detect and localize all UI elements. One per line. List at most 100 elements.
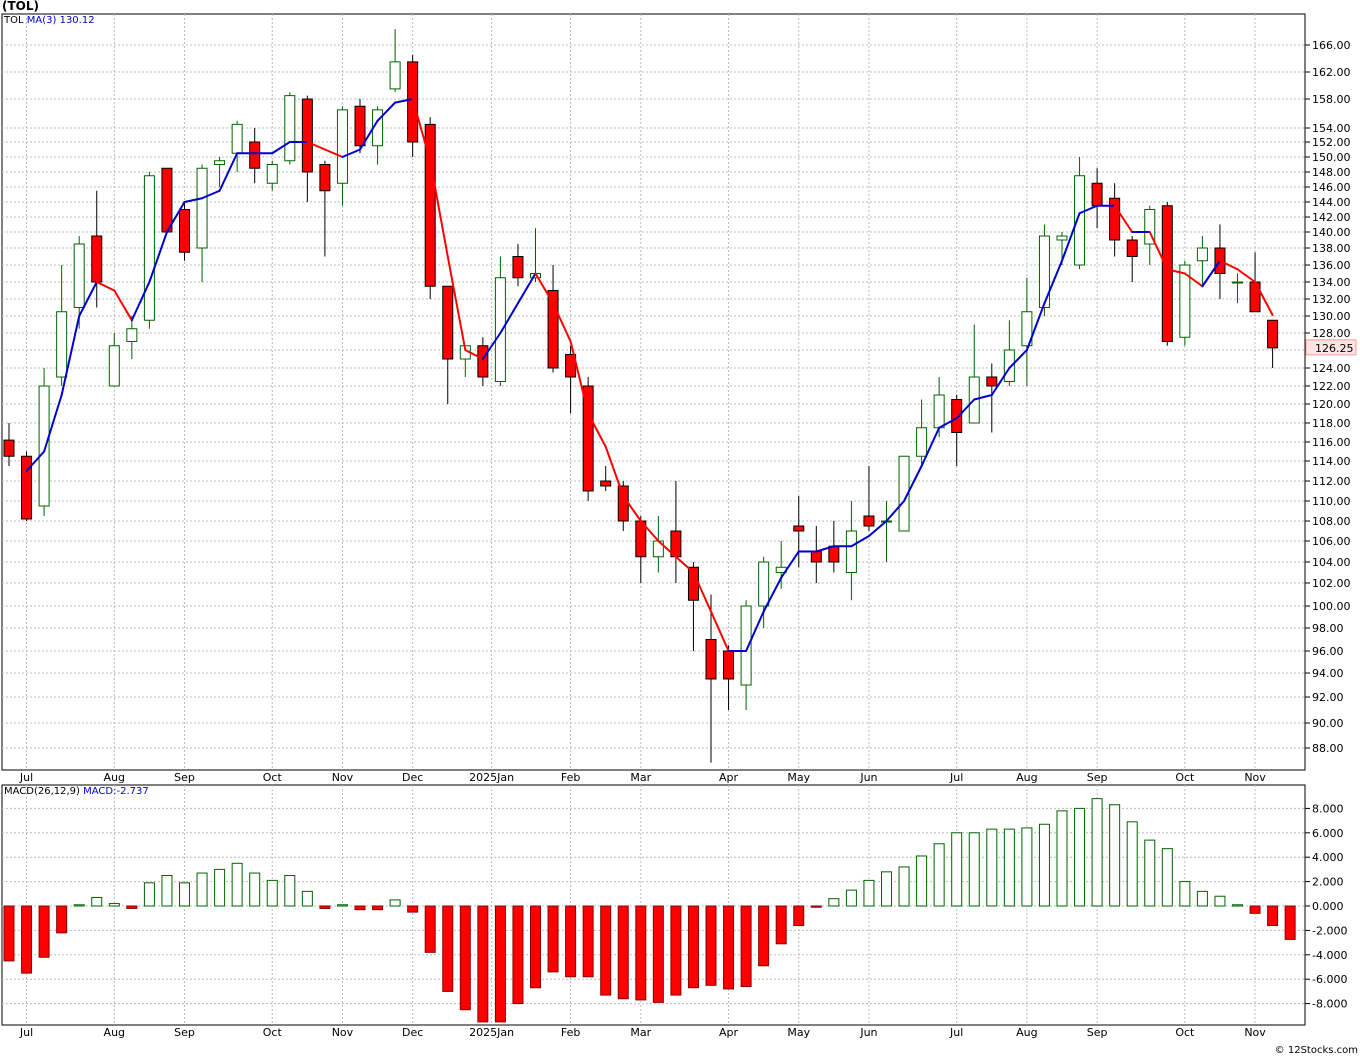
candle-body — [442, 285, 454, 360]
ma3-segment — [183, 197, 204, 203]
candle-body — [389, 61, 401, 90]
page-title: (TOL) — [2, 0, 40, 13]
x-tick-label: Apr — [719, 771, 739, 784]
candle-body — [161, 167, 173, 233]
candle-body — [1126, 239, 1138, 257]
ma3-segment — [903, 465, 923, 502]
macd-bar — [1021, 827, 1033, 907]
macd-bar — [705, 905, 717, 986]
macd-bar — [231, 862, 243, 907]
candle — [793, 496, 805, 568]
macd-bar — [459, 905, 471, 1011]
x-tick-label: Aug — [1016, 771, 1037, 784]
candle-body — [1021, 311, 1033, 347]
candle — [986, 363, 998, 433]
candle-body — [600, 480, 612, 487]
candle-body — [126, 328, 138, 342]
macd-bar — [284, 875, 296, 907]
macd-bar — [1126, 821, 1138, 907]
candle — [284, 92, 296, 165]
candle-body — [512, 256, 524, 279]
candle — [424, 117, 436, 299]
x-tick-label: Mar — [630, 771, 651, 784]
ma-label: MA(3) — [26, 15, 57, 26]
x-tick-label: May — [787, 771, 810, 784]
candle-body — [179, 209, 190, 253]
candle-body — [1074, 175, 1086, 266]
x-tick-label: Aug — [104, 771, 125, 784]
candle-body — [1161, 205, 1173, 342]
y-tick-label: 118.00 — [1312, 417, 1351, 430]
y-tick-label: 102.00 — [1312, 577, 1351, 590]
ma3-segment — [60, 315, 81, 396]
candle-body — [214, 160, 226, 165]
macd-bar — [1144, 839, 1156, 907]
y-tick-label: 122.00 — [1312, 380, 1351, 393]
ma3-segment — [165, 201, 186, 233]
x-tick-label: Sep — [1087, 771, 1108, 784]
macd-y-tick-label: -6.000 — [1312, 973, 1347, 986]
candle — [1267, 319, 1279, 368]
y-tick-label: 116.00 — [1312, 436, 1351, 449]
candle-body — [249, 141, 261, 169]
ma3-segment — [341, 148, 361, 158]
y-tick-label: 152.00 — [1312, 136, 1351, 149]
macd-bar — [1161, 848, 1173, 907]
y-tick-label: 150.00 — [1312, 151, 1351, 164]
ma3-segment — [1043, 259, 1063, 305]
candle-body — [617, 485, 629, 522]
macd-bar — [266, 879, 278, 907]
candle-body — [1179, 264, 1191, 338]
candle-body — [38, 385, 50, 507]
macd-bar — [951, 832, 963, 907]
ma3-segment — [955, 398, 976, 420]
candle-body — [1267, 319, 1279, 349]
x-tick-label: Apr — [719, 1026, 739, 1039]
ma3-segment — [552, 302, 572, 343]
ma3-segment — [534, 272, 555, 305]
x-tick-label: Oct — [1175, 1026, 1195, 1039]
macd-bar — [740, 905, 752, 988]
macd-bar — [407, 905, 419, 913]
candle — [21, 451, 33, 521]
y-tick-label: 114.00 — [1312, 455, 1351, 468]
y-tick-label: 148.00 — [1312, 166, 1351, 179]
y-tick-label: 138.00 — [1312, 242, 1351, 255]
ma3-segment — [657, 540, 677, 558]
candle — [1179, 260, 1191, 346]
candle — [3, 423, 15, 466]
candle-body — [196, 167, 208, 249]
macd-bar — [1249, 905, 1261, 914]
candle-body — [740, 605, 752, 686]
ma3-segment — [1166, 268, 1186, 275]
ma3-segment — [815, 545, 835, 553]
candle — [582, 377, 594, 501]
candle — [108, 333, 120, 387]
macd-bar — [56, 905, 68, 934]
x-tick-label: 2025Jan — [469, 771, 514, 784]
y-tick-label: 98.00 — [1312, 622, 1344, 635]
x-tick-label: Sep — [174, 771, 195, 784]
candle — [249, 128, 261, 184]
candle — [214, 157, 226, 187]
candle-body — [3, 439, 15, 457]
x-tick-label: Mar — [630, 1026, 651, 1039]
last-price-badge — [1305, 339, 1357, 356]
y-tick-label: 158.00 — [1312, 93, 1351, 106]
candle — [758, 556, 770, 628]
macd-bar — [1038, 823, 1050, 907]
candle — [354, 99, 366, 154]
x-tick-label: Jun — [859, 771, 877, 784]
macd-bar — [723, 905, 735, 990]
ma3-segment — [411, 98, 432, 162]
macd-bar — [881, 871, 892, 907]
macd-bar — [687, 905, 699, 989]
ma3-segment — [394, 98, 414, 104]
x-tick-label: 2025Jan — [469, 1026, 514, 1039]
y-tick-label: 162.00 — [1312, 66, 1351, 79]
macd-y-tick-label: 6.000 — [1312, 827, 1344, 840]
y-tick-label: 108.00 — [1312, 515, 1351, 528]
candle-body — [73, 243, 85, 308]
candle-body — [986, 376, 998, 387]
ma3-segment — [78, 281, 98, 317]
